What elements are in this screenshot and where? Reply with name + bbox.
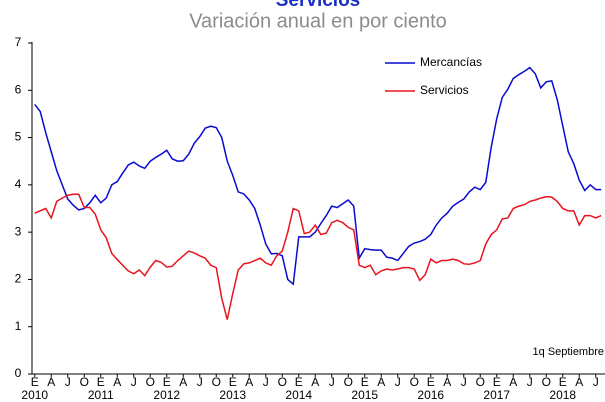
x-tick-label: O [476, 375, 485, 389]
y-tick-label: 4 [15, 177, 22, 191]
legend-label: Mercancías [420, 55, 482, 69]
x-tick-label: A [245, 375, 253, 389]
x-tick-label: J [395, 375, 401, 389]
y-tick-label: 1 [15, 319, 22, 333]
x-tick-label: E [163, 375, 171, 389]
x-tick-label: E [427, 375, 435, 389]
x-tick-label: J [593, 375, 599, 389]
x-tick-label: A [575, 375, 583, 389]
y-tick-label: 6 [15, 82, 22, 96]
y-tick-label: 7 [15, 35, 22, 49]
x-tick-label: O [410, 375, 419, 389]
x-tick-label: A [47, 375, 55, 389]
y-tick-label: 5 [15, 130, 22, 144]
year-label: 2015 [351, 388, 378, 402]
y-tick-label: 0 [15, 366, 22, 380]
x-tick-label: O [542, 375, 551, 389]
x-tick-label: A [377, 375, 385, 389]
x-tick-label: E [493, 375, 501, 389]
y-tick-label: 3 [15, 224, 22, 238]
x-tick-label: J [197, 375, 203, 389]
x-tick-label: J [65, 375, 71, 389]
x-tick-label: E [559, 375, 567, 389]
x-tick-label: O [212, 375, 221, 389]
year-label: 2016 [417, 388, 444, 402]
chart-subtitle: Variación anual en por ciento [189, 10, 447, 32]
year-label: 2018 [549, 388, 576, 402]
x-tick-label: E [31, 375, 39, 389]
x-tick-label: E [97, 375, 105, 389]
series-line [34, 66, 602, 286]
x-tick-label: E [229, 375, 237, 389]
x-tick-label: O [146, 375, 155, 389]
x-tick-label: E [361, 375, 369, 389]
x-tick-label: E [295, 375, 303, 389]
year-label: 2013 [219, 388, 246, 402]
x-tick-label: O [80, 375, 89, 389]
year-label: 2014 [285, 388, 312, 402]
year-label: 2010 [21, 388, 48, 402]
year-label: 2012 [153, 388, 180, 402]
x-tick-label: J [263, 375, 269, 389]
x-tick-label: J [461, 375, 467, 389]
legend-label: Servicios [420, 83, 469, 97]
x-tick-label: A [509, 375, 517, 389]
x-tick-label: A [179, 375, 187, 389]
x-tick-label: J [329, 375, 335, 389]
annotation: 1q Septiembre [532, 346, 604, 358]
x-tick-label: J [527, 375, 533, 389]
x-tick-label: A [311, 375, 319, 389]
series-line [34, 193, 602, 320]
x-tick-label: O [344, 375, 353, 389]
year-label: 2011 [88, 388, 114, 402]
x-tick-label: A [443, 375, 451, 389]
x-tick-label: A [113, 375, 121, 389]
x-tick-label: J [131, 375, 137, 389]
x-tick-label: O [278, 375, 287, 389]
chart-title: Servicios [276, 0, 361, 11]
year-label: 2017 [483, 388, 510, 402]
y-tick-label: 2 [15, 272, 22, 286]
